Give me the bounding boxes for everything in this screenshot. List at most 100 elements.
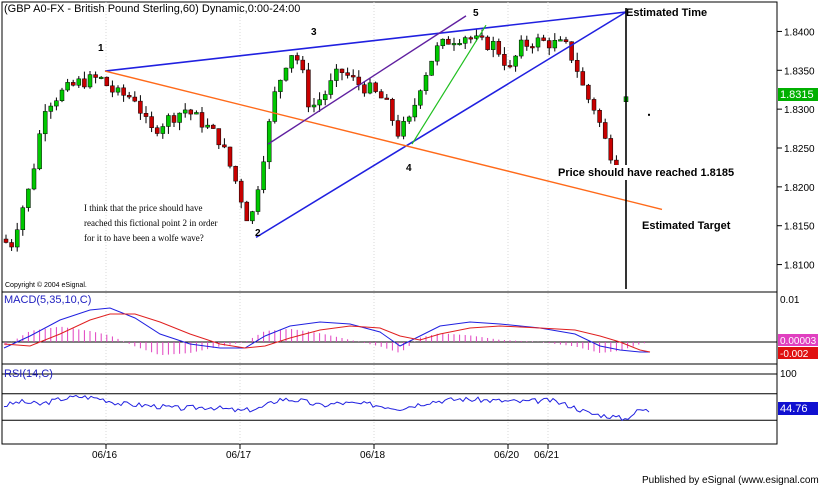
- candle-body: [513, 55, 518, 67]
- rsi-axis-label: 100: [780, 369, 797, 380]
- candle-body: [322, 94, 328, 101]
- signal-value-label: -0.002: [780, 349, 809, 360]
- last-price-box: [778, 88, 818, 101]
- candle-body: [205, 124, 210, 128]
- candle-body: [518, 39, 524, 57]
- candle-body: [345, 72, 350, 76]
- candle-body: [390, 98, 395, 121]
- estimated-time-label: Estimated Time: [626, 7, 707, 19]
- candle-body: [233, 165, 238, 182]
- candle-body: [289, 55, 294, 69]
- candle-body: [182, 109, 188, 114]
- candle-body: [171, 115, 177, 123]
- candle-body: [294, 55, 300, 61]
- candle-body: [378, 91, 384, 99]
- candle-body: [356, 76, 362, 85]
- rsi-title: RSI(14,C): [4, 368, 53, 380]
- candle-body: [412, 104, 418, 118]
- price-note-background: [556, 165, 770, 180]
- candle-body: [194, 112, 199, 115]
- candle-body: [580, 71, 586, 86]
- candle-body: [395, 120, 401, 137]
- price-y-axis: 1.8100 1.8150 1.8200 1.8250 1.8300 1.8350 1.84…: [777, 27, 815, 272]
- comment-line-3: for it to have been a wolfe wave?: [84, 233, 204, 243]
- candle-body: [457, 43, 462, 46]
- x-axis: 06/16 06/17 06/18 06/20 06/21: [92, 444, 559, 461]
- price-y-tick-label: 1.8250: [784, 144, 815, 155]
- candle-body: [59, 89, 65, 101]
- macd-line: [3, 307, 650, 353]
- price-y-tick-label: 1.8300: [784, 105, 815, 116]
- price-note-label: Price should have reached 1.8185: [558, 167, 734, 179]
- candle-body: [272, 91, 278, 122]
- candle-body: [115, 87, 121, 93]
- candle-body: [597, 110, 602, 123]
- comment-line-2: reached this fictional point 2 in order: [84, 218, 217, 228]
- candle-body: [278, 79, 283, 92]
- candle-body: [121, 87, 126, 96]
- candle-body: [440, 38, 446, 47]
- candle-body: [31, 168, 37, 190]
- candle-body: [367, 82, 373, 94]
- rsi-value-box: [778, 402, 818, 415]
- macd-plot: [2, 307, 777, 355]
- candle-body: [238, 180, 244, 203]
- macd-title: MACD(5,35,10,C): [4, 294, 91, 306]
- candle-body: [530, 46, 535, 49]
- chart-title: (GBP A0-FX - British Pound Sterling,60) …: [4, 3, 300, 15]
- candle-body: [216, 128, 222, 146]
- estimated-target-label: Estimated Target: [642, 220, 731, 232]
- candle-body: [434, 45, 440, 62]
- x-tick-label: 06/17: [226, 450, 251, 461]
- macd-signal-line: [3, 313, 651, 353]
- candle-body: [87, 74, 93, 88]
- rsi-line: [3, 394, 650, 421]
- candle-body: [261, 161, 266, 190]
- candle-body: [451, 43, 457, 46]
- signal-value-box: [778, 347, 818, 359]
- candle-body: [132, 96, 138, 102]
- wave-line-1-3-5: [104, 11, 627, 72]
- candle-body: [222, 144, 227, 148]
- candle-body: [574, 60, 580, 72]
- candle-body: [199, 112, 205, 128]
- candle-body: [104, 76, 110, 87]
- candle-body: [401, 121, 406, 137]
- wave-lines: [104, 8, 663, 289]
- candle-body: [563, 39, 569, 42]
- x-tick-label: 06/18: [360, 450, 385, 461]
- wave-point-4: 4: [406, 163, 412, 174]
- candle-body: [591, 99, 597, 111]
- candle-body: [406, 116, 412, 122]
- candle-body: [300, 59, 306, 71]
- macd-value-box: [778, 334, 818, 346]
- footer-published-by: Published by eSignal (www.esignal.com): [642, 475, 819, 486]
- candle-body: [479, 35, 485, 38]
- candle-body: [42, 111, 48, 135]
- candle-body: [70, 82, 76, 86]
- wave-point-5: 5: [473, 8, 479, 19]
- price-y-tick-label: 1.8200: [784, 183, 815, 194]
- candle-body: [48, 105, 54, 112]
- wave-line-1-4-target: [104, 70, 663, 211]
- candle-body: [446, 38, 451, 45]
- rsi-plot: [2, 373, 777, 421]
- candle-body: [82, 78, 87, 88]
- x-tick-label: 06/20: [494, 450, 519, 461]
- candle-body: [154, 127, 160, 134]
- channel-line: [267, 15, 467, 145]
- candle-body: [602, 122, 608, 139]
- candle-body: [485, 36, 490, 50]
- candle-body: [26, 188, 31, 208]
- candle-body: [210, 124, 216, 129]
- candle-body: [429, 60, 434, 76]
- candle-body: [250, 211, 255, 222]
- candle-body: [93, 74, 98, 78]
- wave-point-1: 1: [98, 43, 104, 54]
- candle-body: [37, 133, 42, 170]
- rsi-panel-frame: [1, 363, 778, 445]
- comment-line-1: I think that the price should have: [84, 203, 202, 213]
- candle-body: [110, 85, 115, 93]
- copyright-label: Copyright © 2004 eSignal.: [5, 281, 87, 289]
